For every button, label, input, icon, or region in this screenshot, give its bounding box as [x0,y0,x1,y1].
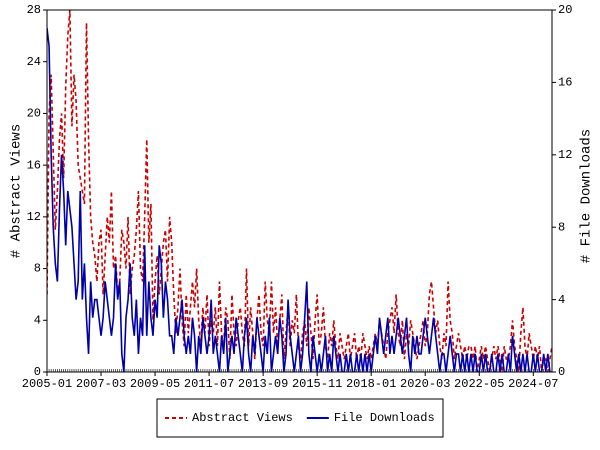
x-tick-label: 2005-01 [22,377,72,391]
x-tick-label: 2007-03 [76,377,126,391]
x-tick-label: 2009-05 [130,377,180,391]
plot-frame [46,9,553,373]
y2-tick-label: 0 [558,365,565,379]
y2-tick-label: 8 [558,220,565,234]
y-tick-label: 12 [27,210,41,224]
y2-axis-label: # File Downloads [579,129,595,263]
y-tick-label: 16 [27,158,41,172]
x-tick-label: 2024-07 [508,377,558,391]
y2-tick-label: 4 [558,293,565,307]
x-tick-label: 2018-01 [346,377,396,391]
legend-label: File Downloads [334,411,435,425]
y-tick-label: 0 [34,365,41,379]
y2-tick-label: 16 [558,76,572,90]
series-line [47,9,552,372]
legend-label: Abstract Views [192,411,293,425]
legend-box [156,398,444,438]
y-tick-label: 4 [34,313,41,327]
y-tick-label: 24 [27,55,41,69]
y-axis-label: # Abstract Views [9,124,25,258]
y-tick-label: 28 [27,3,41,17]
y-tick-label: 8 [34,262,41,276]
x-tick-label: 2020-03 [400,377,450,391]
y2-tick-label: 12 [558,148,572,162]
x-tick-label: 2011-07 [184,377,234,391]
y2-tick-label: 20 [558,3,572,17]
x-tick-label: 2015-11 [292,377,342,391]
y-tick-label: 20 [27,107,41,121]
series-line [47,28,552,372]
x-tick-label: 2022-05 [454,377,504,391]
x-tick-label: 2013-09 [238,377,288,391]
